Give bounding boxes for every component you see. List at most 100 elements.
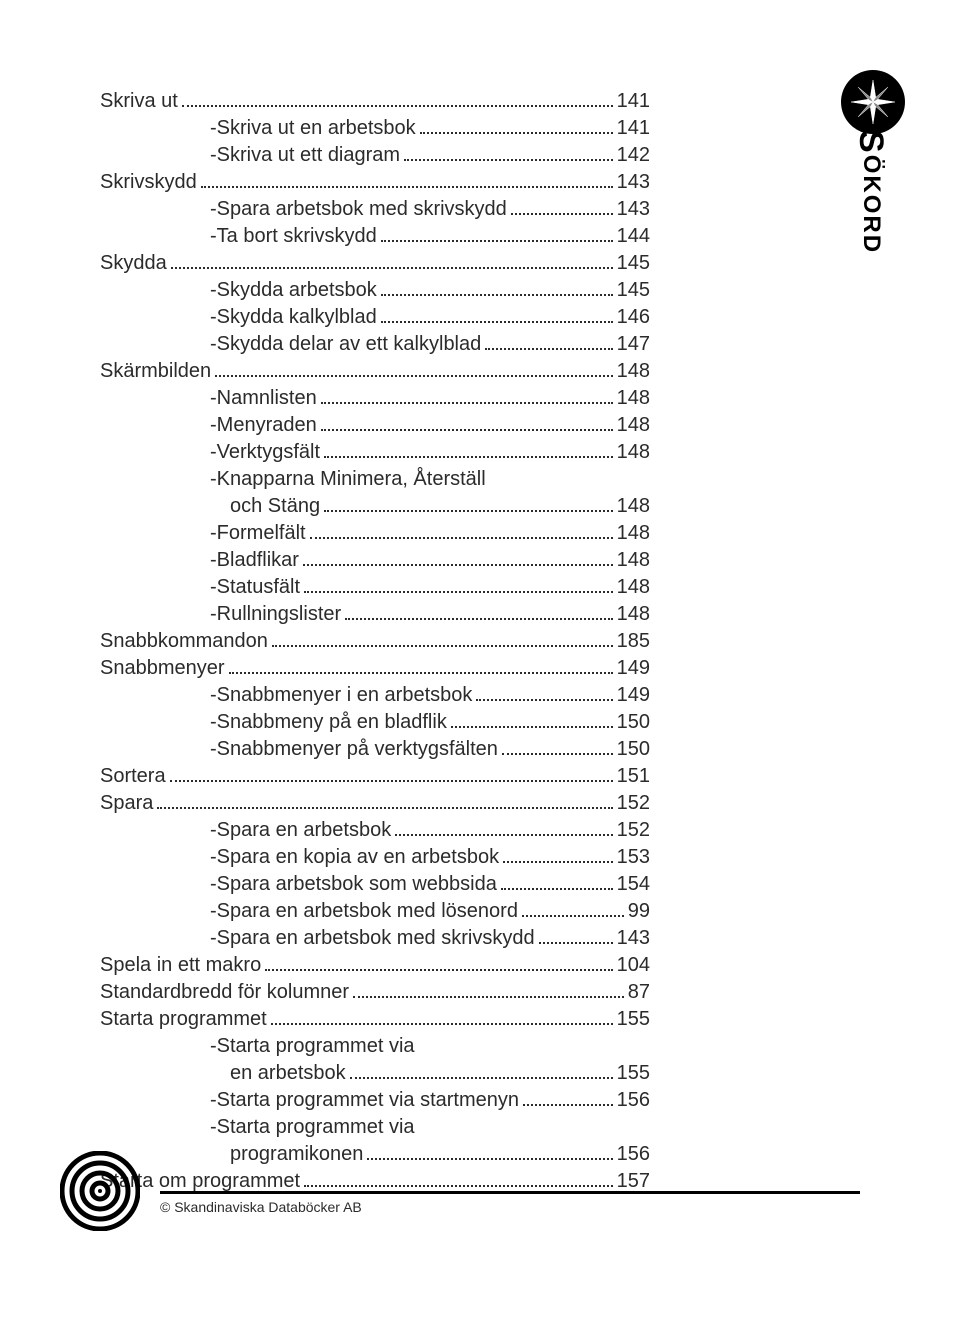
leader-dots	[522, 915, 624, 917]
index-entry-label: Spela in ett makro	[100, 952, 261, 979]
index-entry: -Skydda kalkylblad 146	[100, 304, 650, 331]
index-entry: -Ta bort skrivskydd 144	[100, 223, 650, 250]
index-entry-label: -Starta programmet via	[210, 1114, 415, 1141]
index-entry: -Skydda arbetsbok145	[100, 277, 650, 304]
index-entry-page: 147	[617, 331, 650, 358]
leader-dots	[502, 753, 613, 755]
leader-dots	[404, 159, 613, 161]
index-entry-page: 148	[617, 358, 650, 385]
index-entry: Spela in ett makro 104	[100, 952, 650, 979]
index-entry-label: Skrivskydd	[100, 169, 197, 196]
leader-dots	[324, 456, 613, 458]
index-entry: -Spara arbetsbok med skrivskydd 143	[100, 196, 650, 223]
index-entry-label: och Stäng	[230, 493, 320, 520]
section-tab-sokord: SÖKORD	[851, 130, 890, 254]
index-entry-page: 148	[617, 493, 650, 520]
index-entry: -Spara arbetsbok som webbsida154	[100, 871, 650, 898]
index-entry-page: 152	[617, 790, 650, 817]
leader-dots	[215, 375, 612, 377]
leader-dots	[511, 213, 613, 215]
leader-dots	[324, 510, 613, 512]
index-entry: -Snabbmeny på en bladflik150	[100, 709, 650, 736]
index-entry-label: Snabbmenyer	[100, 655, 225, 682]
index-entry: -Snabbmenyer i en arbetsbok149	[100, 682, 650, 709]
index-entry-label: -Formelfält	[210, 520, 306, 547]
index-entry-label: -Spara en arbetsbok	[210, 817, 391, 844]
index-entry-page: 153	[617, 844, 650, 871]
index-entry-label: en arbetsbok	[230, 1060, 346, 1087]
leader-dots	[395, 834, 612, 836]
leader-dots	[171, 267, 613, 269]
index-entry: Sortera151	[100, 763, 650, 790]
index-entry-label: Skydda	[100, 250, 167, 277]
leader-dots	[303, 564, 613, 566]
index-entry-label: -Ta bort skrivskydd	[210, 223, 377, 250]
index-entry-label: -Spara en arbetsbok med skrivskydd	[210, 925, 535, 952]
leader-dots	[271, 1023, 613, 1025]
leader-dots	[310, 537, 613, 539]
index-entry-page: 87	[628, 979, 650, 1006]
index-entry-page: 156	[617, 1087, 650, 1114]
leader-dots	[321, 402, 613, 404]
leader-dots	[350, 1077, 613, 1079]
index-entry: -Spara en arbetsbok med skrivskydd143	[100, 925, 650, 952]
index-entry-label: -Snabbmenyer i en arbetsbok	[210, 682, 472, 709]
index-entry: -Rullningslister148	[100, 601, 650, 628]
index-entry-page: 185	[617, 628, 650, 655]
index-entry-label: -Spara arbetsbok med skrivskydd	[210, 196, 507, 223]
leader-dots	[265, 969, 612, 971]
leader-dots	[381, 294, 613, 296]
leader-dots	[304, 591, 613, 593]
index-entry: Skrivskydd 143	[100, 169, 650, 196]
leader-dots	[201, 186, 613, 188]
index-entry: -Skriva ut ett diagram 142	[100, 142, 650, 169]
copyright-text: © Skandinaviska Databöcker AB	[160, 1199, 362, 1215]
page-footer: © Skandinaviska Databöcker AB	[60, 1151, 860, 1231]
index-entry-page: 155	[617, 1060, 650, 1087]
index-entry-page: 150	[617, 709, 650, 736]
leader-dots	[170, 780, 613, 782]
index-entry: -Statusfält148	[100, 574, 650, 601]
index-entry-label: -Skydda arbetsbok	[210, 277, 377, 304]
index-entry-page: 146	[617, 304, 650, 331]
leader-dots	[485, 348, 612, 350]
index-entry-label: -Namnlisten	[210, 385, 317, 412]
index-entry-page: 142	[617, 142, 650, 169]
index-entry-page: 152	[617, 817, 650, 844]
leader-dots	[539, 942, 613, 944]
index-entry-page: 143	[617, 196, 650, 223]
index-entry-label: Skärmbilden	[100, 358, 211, 385]
index-entry: -Menyraden 148	[100, 412, 650, 439]
index-entry: -Starta programmet via startmenyn156	[100, 1087, 650, 1114]
index-entry: Snabbkommandon185	[100, 628, 650, 655]
leader-dots	[501, 888, 613, 890]
index-entry: Standardbredd för kolumner87	[100, 979, 650, 1006]
index-entry: -Snabbmenyer på verktygsfälten150	[100, 736, 650, 763]
index-entry: Skriva ut141	[100, 88, 650, 115]
index-entry: -Namnlisten 148	[100, 385, 650, 412]
index-entry-page: 148	[617, 385, 650, 412]
index-entry-page: 141	[617, 115, 650, 142]
index-entry-page: 143	[617, 169, 650, 196]
index-entry-label: -Skriva ut ett diagram	[210, 142, 400, 169]
leader-dots	[381, 321, 613, 323]
index-entry-page: 148	[617, 439, 650, 466]
index-entry: -Starta programmet via	[100, 1033, 650, 1060]
footer-rule	[160, 1191, 860, 1194]
index-entry: Spara 152	[100, 790, 650, 817]
index-entry-label: -Menyraden	[210, 412, 317, 439]
index-entry-page: 148	[617, 574, 650, 601]
section-tab-rest: ÖKORD	[858, 155, 885, 254]
index-entry: Skärmbilden 148	[100, 358, 650, 385]
index-entry: -Verktygsfält148	[100, 439, 650, 466]
index-entry: Starta programmet155	[100, 1006, 650, 1033]
index-entry-label: Spara	[100, 790, 153, 817]
index-list: Skriva ut141-Skriva ut en arbetsbok141-S…	[100, 88, 650, 1195]
index-entry-label: -Snabbmenyer på verktygsfälten	[210, 736, 498, 763]
index-entry-page: 148	[617, 412, 650, 439]
index-entry-page: 99	[628, 898, 650, 925]
leader-dots	[182, 105, 613, 107]
index-entry-page: 144	[617, 223, 650, 250]
index-entry-label: -Skydda kalkylblad	[210, 304, 377, 331]
index-entry-page: 104	[617, 952, 650, 979]
